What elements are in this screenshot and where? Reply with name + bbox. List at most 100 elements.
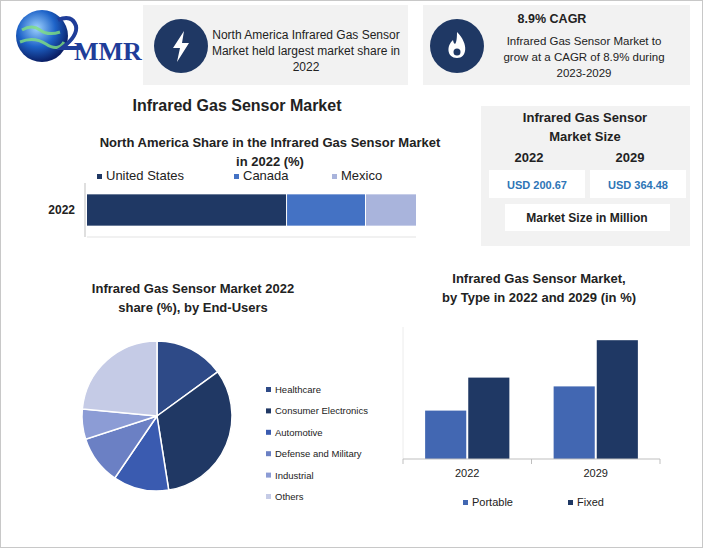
text-line: share (%), by End-Users	[118, 300, 268, 315]
highlight-icon	[154, 19, 208, 73]
text-line: Market held largest market share in	[212, 44, 400, 58]
market-size-title: Infrared Gas Sensor Market Size	[523, 110, 647, 144]
market-size-box	[590, 170, 686, 198]
text-line: in 2022 (%)	[236, 154, 304, 169]
text-line: 2023-2029	[557, 67, 612, 79]
text-line: Industrial	[275, 470, 314, 481]
legend-label: Defense and Military	[275, 448, 362, 459]
marks	[87, 194, 416, 225]
bar	[87, 194, 286, 225]
text-line: 2022	[293, 60, 320, 74]
page-frame	[1, 1, 703, 548]
legend-marker	[332, 174, 337, 179]
market-size-panel	[481, 106, 690, 246]
infographic: MMR North America Infrared Gas Sensor Mark…	[0, 0, 703, 548]
legend-label: United States	[106, 168, 185, 183]
background	[0, 0, 703, 548]
text-line: United States	[106, 168, 185, 183]
text-line: grow at a CAGR of 8.9% during	[503, 51, 664, 63]
market-size-note: Market Size in Million	[526, 211, 647, 225]
text-line: Infrared Gas Sensor Market 2022	[92, 281, 294, 296]
text-line: MMR	[74, 37, 142, 66]
bar-chart: North America Share in the Infrared Gas …	[48, 135, 441, 237]
legend-marker	[266, 387, 271, 392]
text-line: Market Size	[549, 129, 621, 144]
legend-marker	[568, 500, 573, 505]
text-line: Fixed	[577, 496, 604, 508]
legend-label: Mexico	[341, 168, 382, 183]
highlight-box	[143, 5, 408, 85]
legend-label: Fixed	[577, 496, 604, 508]
text-line: Infrared Gas Sensor	[523, 110, 647, 125]
text-line: USD 200.67	[507, 179, 567, 191]
text-line: Market Size in Million	[526, 211, 647, 225]
highlight-box	[423, 5, 690, 85]
legend-label: Consumer Electronics	[275, 405, 368, 416]
legend-marker	[266, 430, 271, 435]
legend-label: Portable	[472, 496, 513, 508]
category-separator	[403, 459, 404, 464]
category-label: 2029	[584, 467, 608, 479]
market-size-value: USD 364.48	[608, 179, 668, 191]
bar	[287, 194, 365, 225]
y-axis	[85, 183, 86, 237]
bar	[554, 386, 595, 459]
text-line: North America Infrared Gas Sensor	[212, 28, 399, 42]
legend-marker	[266, 408, 271, 413]
legend-label: Industrial	[275, 470, 314, 481]
text-line: North America Share in the Infrared Gas …	[100, 135, 441, 150]
chart-title: Infrared Gas Sensor Market 2022 share (%)…	[92, 281, 294, 315]
bolt-icon	[173, 31, 189, 62]
legend-label: Automotive	[275, 427, 323, 438]
bar	[597, 340, 638, 459]
marks	[425, 340, 638, 459]
highlight-heading: 8.9% CAGR	[518, 12, 587, 26]
highlight-text: Infrared Gas Sensor Market to grow at a C…	[503, 35, 664, 79]
text-line: 2022	[455, 467, 479, 479]
text-line: 8.9% CAGR	[518, 12, 587, 26]
text-line: Defense and Military	[275, 448, 362, 459]
flame-core	[454, 49, 461, 56]
pie-slice	[157, 372, 232, 490]
logo-land	[20, 27, 64, 48]
text-line: Infrared Gas Sensor Market to	[507, 35, 662, 47]
market-size-year: 2022	[515, 150, 544, 165]
legend-marker	[97, 174, 102, 179]
bar	[425, 411, 466, 459]
text-line: Portable	[472, 496, 513, 508]
market-size-value: USD 200.67	[507, 179, 567, 191]
main-title: Infrared Gas Sensor Market	[133, 97, 343, 114]
text-line: Infrared Gas Sensor Market,	[452, 271, 625, 286]
market-size-year: 2029	[616, 150, 645, 165]
text-line: by Type in 2022 and 2029 (in %)	[442, 290, 636, 305]
bar	[468, 378, 509, 459]
text-line: 2029	[616, 150, 645, 165]
text-line: Others	[275, 491, 304, 502]
legend-marker	[463, 500, 468, 505]
legend-marker	[266, 494, 271, 499]
text-line: 2029	[584, 467, 608, 479]
market-size-box	[489, 170, 585, 198]
legend-label: Others	[275, 491, 304, 502]
bar	[366, 194, 416, 225]
bar-chart: Infrared Gas Sensor Market, by Type in 20…	[403, 271, 660, 508]
text-line: Healthcare	[275, 384, 321, 395]
category-separator	[660, 459, 661, 464]
chart-title: Infrared Gas Sensor Market, by Type in 20…	[442, 271, 636, 305]
text-line: Automotive	[275, 427, 323, 438]
text-line: 2022	[48, 203, 75, 217]
text-line: Mexico	[341, 168, 382, 183]
legend-label: Healthcare	[275, 384, 321, 395]
text-line: Canada	[243, 168, 289, 183]
text-line: 2022	[515, 150, 544, 165]
legend-label: Canada	[243, 168, 289, 183]
page: MMR North America Infrared Gas Sensor Mark…	[0, 0, 703, 548]
category-label: 2022	[48, 203, 75, 217]
category-separator	[531, 459, 532, 464]
highlight-icon	[430, 19, 484, 73]
y-axis	[403, 327, 404, 459]
chart-title: North America Share in the Infrared Gas …	[100, 135, 441, 169]
text-line: Infrared Gas Sensor Market	[133, 97, 343, 114]
legend-marker	[266, 451, 271, 456]
logo-text: MMR	[74, 37, 142, 66]
